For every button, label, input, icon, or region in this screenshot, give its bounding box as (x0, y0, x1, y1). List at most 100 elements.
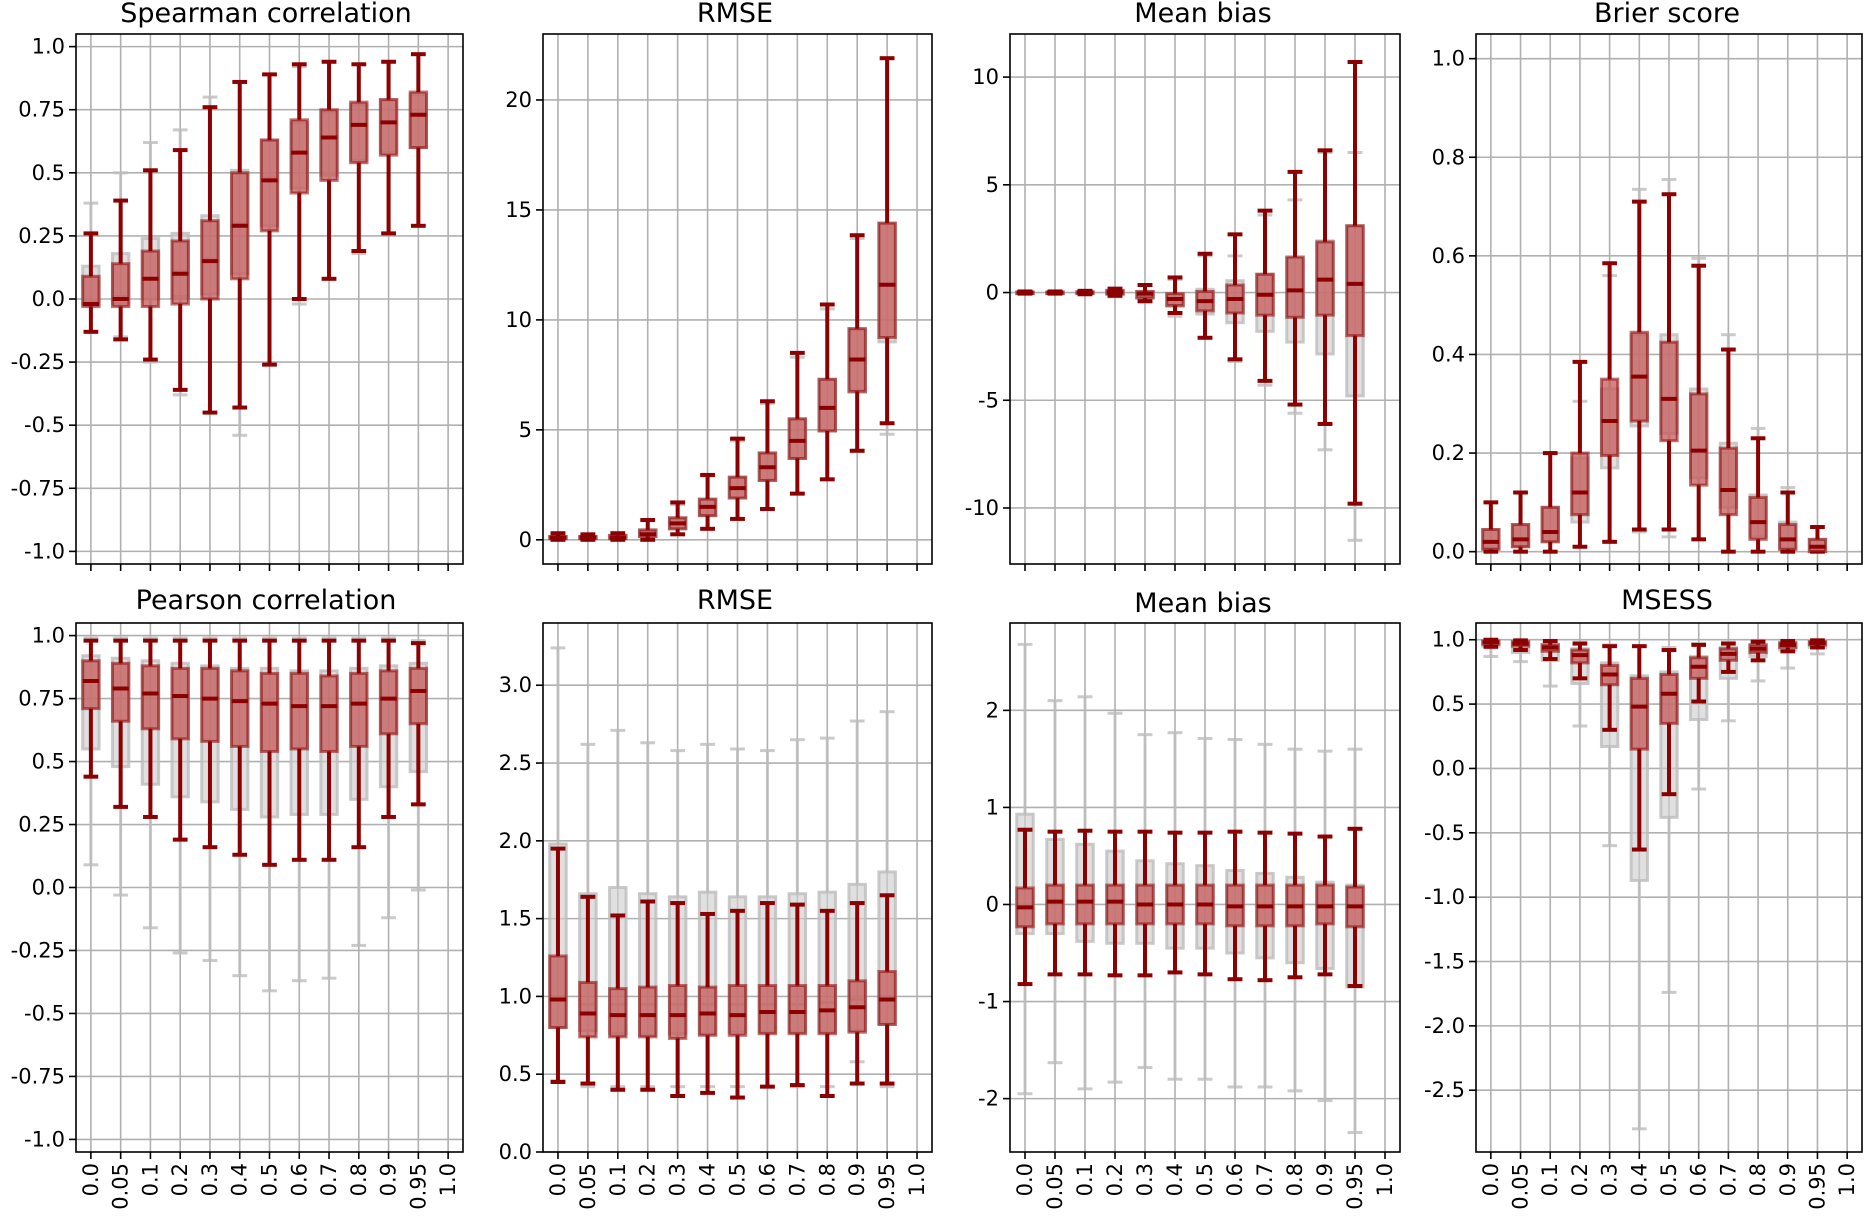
x-axis: 0.0 0.05 0.1 0.2 0.3 0.4 0.5 0.6 0.7 0.8 0.9 0.95 1.… (546, 1152, 929, 1210)
y-tick-label: -0.5 (24, 413, 65, 437)
y-axis: 0.0 0.5 1.0 1.5 2.0 2.5 3.0 (499, 673, 543, 1164)
y-tick-label: 0.0 (1432, 540, 1465, 564)
box (81, 659, 101, 711)
box (1105, 883, 1125, 926)
box (1285, 255, 1305, 319)
y-axis: 0.0 0.2 0.4 0.6 0.8 1.0 (1432, 47, 1476, 564)
panel-msess: MSESS -2.5-2.0-1.5-1.0-0.50.00.51.00.0 0.… (1424, 585, 1863, 1210)
box (140, 664, 161, 731)
series-primary (1015, 826, 1365, 989)
y-axis: 0 5 10 15 20 (505, 88, 543, 552)
box (548, 954, 568, 1030)
y-tick-label: -10 (965, 496, 999, 520)
x-axis (1490, 564, 1848, 571)
y-tick-label: 1.0 (32, 35, 65, 59)
x-tick-label: 0.5 (258, 1163, 282, 1196)
y-axis: -2 -1 0 1 2 (978, 698, 1010, 1111)
x-tick-label: 0.0 (1479, 1163, 1503, 1196)
x-tick-label: 0.2 (1103, 1163, 1127, 1196)
series-primary (548, 846, 897, 1100)
y-tick-label: 0.6 (1432, 244, 1465, 268)
x-tick-label: 0.3 (198, 1163, 222, 1196)
box (378, 98, 399, 157)
box (1045, 883, 1065, 926)
x-axis: 0.0 0.05 0.1 0.2 0.3 0.4 0.5 0.6 0.7 0.8 0.9 0.95 1.… (1013, 1152, 1397, 1210)
box (1481, 527, 1501, 551)
y-tick-label: 0.25 (18, 224, 65, 248)
x-tick-label: 0.9 (377, 1163, 401, 1196)
box (1689, 392, 1709, 487)
y-tick-label: 20 (505, 88, 532, 112)
box (349, 100, 369, 165)
series-secondary (81, 52, 429, 437)
x-tick-label: 0.7 (1716, 1163, 1740, 1196)
box (787, 984, 808, 1036)
x-tick-label: 0.95 (406, 1163, 430, 1210)
y-tick-label: 0 (986, 892, 999, 916)
panel-title: Brier score (1594, 0, 1740, 29)
x-tick-label: 0.6 (287, 1163, 311, 1196)
x-tick-label: 0.1 (1073, 1163, 1097, 1196)
box (1718, 446, 1739, 517)
box (817, 377, 837, 433)
y-tick-label: 1 (986, 795, 999, 819)
y-tick-label: 0 (986, 281, 999, 305)
box (1629, 676, 1649, 751)
y-tick-label: 0.0 (32, 287, 65, 311)
series-secondary (1481, 177, 1828, 554)
y-tick-label: -0.75 (11, 1064, 65, 1088)
y-tick-label: 1.0 (32, 624, 65, 648)
x-tick-label: 0.95 (875, 1163, 899, 1210)
x-tick-label: 0.05 (109, 1163, 133, 1210)
y-tick-label: 0.0 (1432, 756, 1465, 780)
box (667, 984, 688, 1040)
x-tick-label: 0.8 (347, 1163, 371, 1196)
panel-title: Pearson correlation (136, 585, 397, 616)
y-tick-label: 1.0 (499, 984, 532, 1008)
x-tick-label: 0.1 (1538, 1163, 1562, 1196)
x-axis (90, 564, 449, 571)
y-axis: -10 -5 0 5 10 (965, 65, 1010, 520)
box (787, 417, 808, 460)
series-primary (81, 52, 429, 415)
y-tick-label: 0.5 (499, 1062, 532, 1086)
x-tick-label: 0.4 (1627, 1163, 1651, 1196)
x-axis: 0.0 0.05 0.1 0.2 0.3 0.4 0.5 0.6 0.7 0.8 0.9 0.95 1.… (79, 1152, 460, 1210)
x-tick-label: 0.8 (1746, 1163, 1770, 1196)
y-tick-label: 0.75 (18, 687, 65, 711)
box (408, 90, 429, 150)
y-tick-label: 5 (519, 418, 532, 442)
y-tick-label: 1.0 (1432, 628, 1465, 652)
y-tick-label: -5 (978, 388, 999, 412)
y-axis: -1.0 -0.75 -0.5 -0.25 0.0 0.25 0.5 0.75 1.0 (11, 624, 76, 1151)
x-tick-label: 0.5 (1193, 1163, 1217, 1196)
box (1510, 523, 1531, 549)
x-tick-label: 0.7 (785, 1163, 809, 1196)
x-tick-label: 1.0 (1373, 1163, 1397, 1196)
x-tick-label: 0.7 (1253, 1163, 1277, 1196)
x-axis: 0.0 0.05 0.1 0.2 0.3 0.4 0.5 0.6 0.7 0.8 0.9 0.95 1.… (1479, 1152, 1859, 1210)
y-tick-label: 2.5 (499, 751, 532, 775)
y-axis: -2.5 -2.0 -1.5 -1.0 -0.5 0.0 0.5 1.0 (1424, 628, 1476, 1102)
x-tick-label: 0.2 (1568, 1163, 1592, 1196)
box (230, 669, 250, 748)
x-tick-label: 0.05 (1509, 1163, 1533, 1210)
box (1748, 495, 1768, 541)
y-tick-label: 0 (519, 528, 532, 552)
x-tick-label: 1.0 (905, 1163, 929, 1196)
box (1659, 672, 1679, 725)
y-tick-label: 2 (986, 698, 999, 722)
y-tick-label: 0.2 (1432, 441, 1465, 465)
x-axis (1024, 564, 1386, 571)
panel-title: RMSE (697, 0, 773, 29)
box (1599, 377, 1620, 458)
series-primary (1481, 637, 1828, 852)
box (289, 671, 309, 751)
box (877, 221, 897, 339)
y-tick-label: 1.0 (1432, 47, 1465, 71)
x-tick-label: 0.8 (1283, 1163, 1307, 1196)
x-tick-label: 0.95 (1805, 1163, 1829, 1210)
box (349, 671, 369, 748)
series-primary (81, 638, 429, 867)
box (638, 985, 658, 1039)
